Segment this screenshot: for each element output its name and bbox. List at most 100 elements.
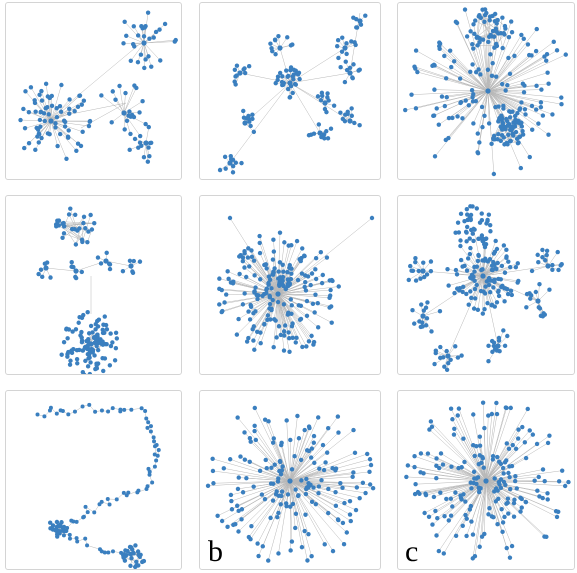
graph-node xyxy=(456,230,462,235)
graph-node xyxy=(444,367,450,372)
graph-node xyxy=(287,95,292,100)
graph-node xyxy=(246,64,252,69)
graph-node xyxy=(112,358,118,363)
graph-node xyxy=(446,361,451,366)
graph-edge xyxy=(482,275,499,291)
graph-node xyxy=(540,254,545,260)
graph-edge xyxy=(482,275,493,305)
graph-node xyxy=(530,432,536,437)
graph-node xyxy=(505,287,510,292)
graph-node xyxy=(71,519,76,524)
graph-r3c3 xyxy=(404,400,571,561)
graph-node xyxy=(477,487,482,492)
graph-node xyxy=(432,361,437,367)
graph-node xyxy=(65,354,70,359)
graph-node xyxy=(507,115,513,120)
graph-node xyxy=(72,227,77,232)
graph-node xyxy=(98,337,103,342)
graph-edge xyxy=(45,267,77,272)
graph-node xyxy=(266,280,271,286)
graph-node xyxy=(559,468,565,473)
graph-node xyxy=(468,289,473,294)
graph-edge xyxy=(487,90,533,107)
graph-node xyxy=(311,131,317,136)
graph-node xyxy=(276,510,281,516)
graph-edge xyxy=(485,480,515,500)
graph-node xyxy=(513,264,519,270)
graph-node xyxy=(501,31,506,36)
graph-node xyxy=(370,486,376,491)
graph-node xyxy=(278,275,283,280)
graph-node xyxy=(498,277,503,282)
graph-node xyxy=(515,436,521,441)
graph-node xyxy=(59,82,64,88)
graph-node xyxy=(515,140,521,146)
graph-node xyxy=(228,280,234,285)
graph-edge xyxy=(229,82,291,164)
graph-node xyxy=(312,460,317,466)
graph-node xyxy=(463,229,469,235)
graph-node xyxy=(406,277,411,283)
graph-node xyxy=(488,52,493,57)
graph-node xyxy=(277,70,283,76)
graph-node xyxy=(246,309,251,314)
graph-edge xyxy=(63,226,83,243)
graph-node xyxy=(472,31,477,37)
graph-edge xyxy=(414,66,489,92)
graph-node xyxy=(453,230,458,235)
graph-node xyxy=(515,118,520,123)
graph-node xyxy=(44,260,50,265)
graph-node xyxy=(527,428,532,433)
graph-node xyxy=(285,35,290,40)
graph-node xyxy=(491,259,496,265)
graph-node xyxy=(269,465,274,471)
graph-node xyxy=(445,266,450,272)
graph-node xyxy=(545,497,550,502)
graph-node xyxy=(471,121,476,126)
graph-node xyxy=(351,470,356,475)
graph-node xyxy=(148,429,153,434)
graph-node xyxy=(326,510,331,516)
graph-node xyxy=(368,462,374,468)
graph-node xyxy=(286,330,291,335)
graph-edge xyxy=(75,228,86,245)
graph-node xyxy=(343,59,348,64)
graph-node xyxy=(422,274,427,280)
graph-node xyxy=(153,29,159,35)
graph-node xyxy=(450,417,455,422)
graph-edge xyxy=(277,293,319,328)
graph-node xyxy=(292,454,297,459)
graph-node xyxy=(308,282,313,288)
graph-node xyxy=(456,465,461,471)
graph-node xyxy=(491,285,496,290)
graph-node xyxy=(54,114,60,120)
graph-node xyxy=(121,41,126,46)
graph-node xyxy=(289,271,294,276)
graph-edge xyxy=(277,286,339,295)
graph-node xyxy=(468,212,474,218)
graph-node xyxy=(236,475,241,480)
graph-node xyxy=(535,252,540,258)
graph-node xyxy=(262,496,268,502)
graph-node xyxy=(67,106,72,112)
graph-node xyxy=(464,291,469,297)
graph-node xyxy=(144,487,149,492)
graph-edge xyxy=(277,293,302,320)
graph-edge xyxy=(408,270,424,281)
graph-node xyxy=(423,323,429,328)
graph-node xyxy=(265,313,271,318)
graph-node xyxy=(510,124,515,129)
graph-node xyxy=(409,92,414,97)
graph-node xyxy=(559,102,564,107)
graph-node xyxy=(268,515,273,521)
graph-node xyxy=(267,293,272,299)
graph-node xyxy=(68,206,73,211)
graph-node xyxy=(288,548,293,553)
graph-node xyxy=(277,278,283,284)
graph-node xyxy=(322,106,328,112)
graph-node xyxy=(542,54,547,59)
graph-edge xyxy=(487,76,497,92)
graph-node xyxy=(453,344,458,349)
graph-edge xyxy=(411,90,489,95)
nodes xyxy=(36,206,143,374)
